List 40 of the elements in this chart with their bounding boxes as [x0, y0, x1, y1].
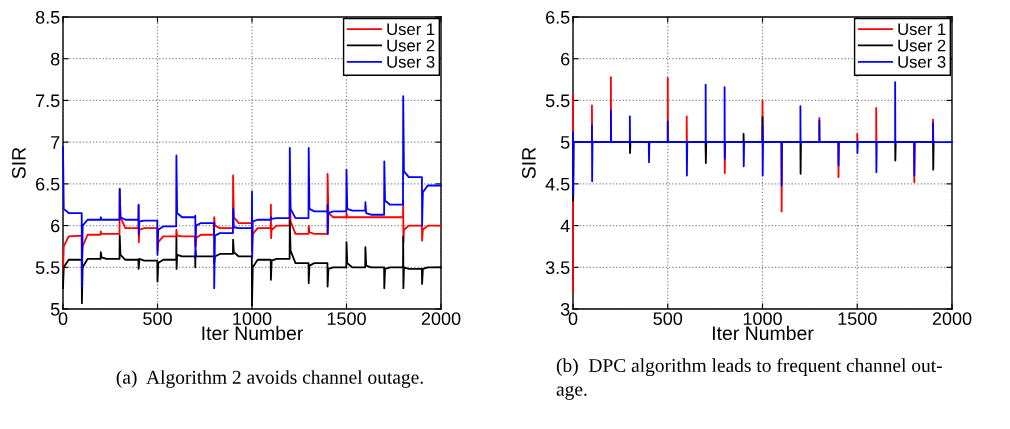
legend-label: User 2 — [387, 39, 435, 52]
x-tick-label: 1000 — [233, 312, 272, 326]
x-tick-label: 500 — [143, 312, 172, 326]
y-tick-label: 5 — [560, 136, 570, 149]
y-axis-title: SIR — [521, 147, 536, 179]
y-tick-label: 3.5 — [545, 261, 570, 275]
legend-label: User 3 — [387, 56, 435, 68]
y-tick-label: 8 — [50, 52, 60, 66]
x-tick-label: 2000 — [932, 312, 972, 326]
x-tick-label: 1500 — [327, 312, 366, 326]
line-series — [62, 95, 442, 290]
y-tick-label: 7 — [51, 136, 60, 149]
y-tick-label: 8.5 — [35, 10, 60, 24]
x-tick-label: 2000 — [421, 312, 461, 326]
legend-label: User 1 — [898, 23, 946, 36]
text: (b) DPC algorithm leads to frequent channel out- age. — [556, 358, 942, 400]
legend-label: User 1 — [387, 23, 435, 36]
line-series — [572, 81, 953, 196]
y-tick-label: 6 — [561, 52, 570, 66]
y-tick-label: 5.5 — [545, 94, 570, 108]
x-tick-label: 1000 — [743, 312, 782, 326]
text: (a) Algorithm 2 avoids channel outage. — [116, 370, 423, 388]
y-tick-label: 4.5 — [545, 177, 570, 191]
y-tick-label: 4 — [560, 219, 570, 233]
y-tick-label: 6 — [51, 219, 60, 233]
y-tick-label: 7.5 — [36, 94, 60, 108]
x-axis-title: Iter Number — [202, 325, 304, 341]
x-tick-label: 0 — [58, 312, 68, 326]
y-tick-label: 3 — [560, 302, 570, 316]
y-tick-label: 6.5 — [36, 177, 60, 191]
y-tick-label: 6.5 — [546, 10, 570, 24]
legend-label: User 2 — [898, 39, 946, 52]
y-tick-label: 5.5 — [35, 261, 60, 275]
x-tick-label: 0 — [568, 312, 578, 326]
x-tick-label: 1500 — [838, 312, 877, 326]
x-axis-title: Iter Number — [712, 325, 814, 341]
x-tick-label: 500 — [653, 312, 683, 326]
y-axis-title: SIR — [11, 147, 26, 179]
y-tick-label: 5 — [50, 303, 60, 316]
legend-label: User 3 — [898, 56, 946, 68]
